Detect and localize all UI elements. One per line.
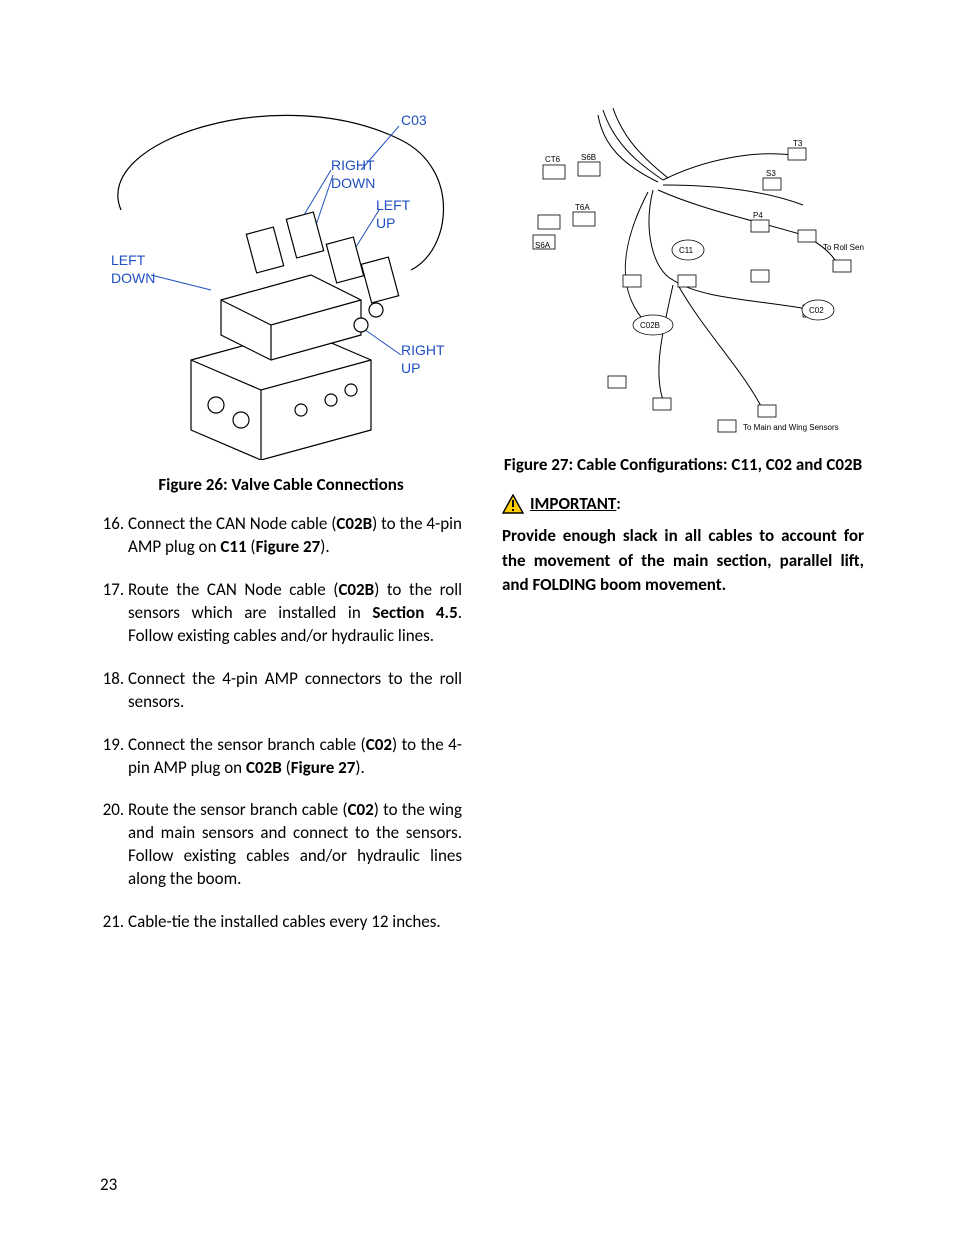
step-17: Route the CAN Node cable (C02B) to the r… — [128, 579, 462, 648]
label-c03: C03 — [401, 112, 427, 128]
label-c02: C02 — [809, 306, 824, 315]
figure-27-caption: Figure 27: Cable Configurations: C11, C0… — [502, 454, 864, 475]
label-to-main: To Main and Wing Sensors — [743, 423, 839, 432]
step-20: Route the sensor branch cable (C02) to t… — [128, 799, 462, 891]
right-column: CT6 S6B T6A S6A T3 S3 P4 C11 C02B C02 To… — [502, 100, 864, 954]
step-19: Connect the sensor branch cable (C02) to… — [128, 734, 462, 780]
label-t6a: T6A — [575, 203, 590, 212]
label-p4: P4 — [753, 211, 763, 220]
label-s6b: S6B — [581, 153, 596, 162]
label-left-up-2: UP — [376, 215, 395, 231]
two-column-layout: C03 RIGHT DOWN LEFT UP LEFT DOWN RIGHT U… — [100, 100, 864, 954]
figure-27: CT6 S6B T6A S6A T3 S3 P4 C11 C02B C02 To… — [502, 100, 864, 475]
warning-icon — [502, 494, 524, 514]
label-s3: S3 — [766, 169, 776, 178]
label-to-roll: To Roll Sensors — [823, 243, 864, 252]
step-18: Connect the 4-pin AMP connectors to the … — [128, 668, 462, 714]
important-heading: IMPORTANT: — [502, 493, 864, 514]
important-text: Provide enough slack in all cables to ac… — [502, 524, 864, 598]
label-t3: T3 — [793, 139, 803, 148]
page-number: 23 — [100, 1174, 117, 1195]
label-ct6: CT6 — [545, 155, 561, 164]
label-left-down-2: DOWN — [111, 270, 155, 286]
important-label: IMPORTANT — [530, 493, 616, 514]
label-right-down-2: DOWN — [331, 175, 375, 191]
left-column: C03 RIGHT DOWN LEFT UP LEFT DOWN RIGHT U… — [100, 100, 462, 954]
figure-26-diagram: C03 RIGHT DOWN LEFT UP LEFT DOWN RIGHT U… — [100, 100, 462, 460]
steps-list: Connect the CAN Node cable (C02B) to the… — [100, 513, 462, 934]
label-right-down-1: RIGHT — [331, 157, 375, 173]
figure-27-diagram: CT6 S6B T6A S6A T3 S3 P4 C11 C02B C02 To… — [502, 100, 864, 440]
step-16: Connect the CAN Node cable (C02B) to the… — [128, 513, 462, 559]
page: C03 RIGHT DOWN LEFT UP LEFT DOWN RIGHT U… — [0, 0, 954, 1235]
important-colon: : — [616, 495, 620, 514]
label-right-up-2: UP — [401, 360, 420, 376]
figure-26: C03 RIGHT DOWN LEFT UP LEFT DOWN RIGHT U… — [100, 100, 462, 495]
label-c02b: C02B — [640, 321, 660, 330]
label-left-down-1: LEFT — [111, 252, 146, 268]
label-s6a: S6A — [535, 241, 551, 250]
label-c11: C11 — [679, 246, 694, 255]
label-left-up-1: LEFT — [376, 197, 411, 213]
step-21: Cable-tie the installed cables every 12 … — [128, 911, 462, 934]
figure-26-caption: Figure 26: Valve Cable Connections — [100, 474, 462, 495]
label-right-up-1: RIGHT — [401, 342, 445, 358]
